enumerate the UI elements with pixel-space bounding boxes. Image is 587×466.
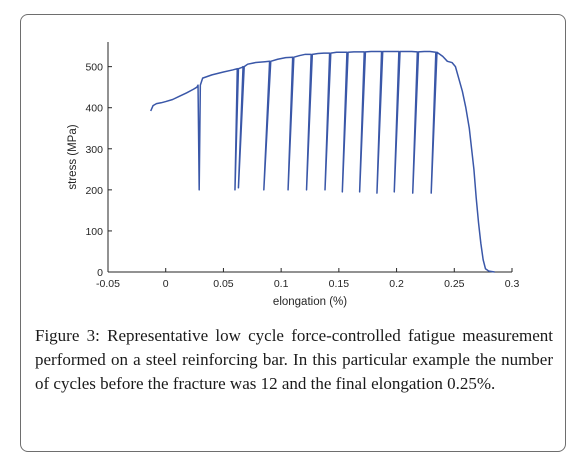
figure-caption: Figure 3: Representative low cycle force… <box>35 324 553 396</box>
y-tick-label: 500 <box>85 62 103 74</box>
x-tick-label: 0.3 <box>505 278 520 290</box>
x-tick-label: 0.15 <box>329 278 350 290</box>
x-tick-label: 0 <box>163 278 169 290</box>
y-tick-label: 400 <box>85 103 103 115</box>
axes <box>107 42 512 273</box>
y-axis-label: stress (MPa) <box>67 124 79 189</box>
stress-elongation-chart: -0.05 0 0.05 0.1 0.15 0.2 0.25 0.30100200300400… <box>67 42 519 308</box>
y-tick-label: 300 <box>85 144 103 156</box>
y-tick-label: 200 <box>85 185 103 197</box>
stress-strain-line <box>150 50 495 273</box>
ticks: -0.05 0 0.05 0.1 0.15 0.2 0.25 0.30100200300400… <box>85 62 519 290</box>
y-tick-label: 100 <box>85 226 103 238</box>
caption-label: Figure 3: <box>35 326 100 345</box>
caption-text: Representative low cycle force-controlle… <box>35 326 554 393</box>
y-tick-label: 0 <box>97 267 103 279</box>
x-tick-label: 0.25 <box>444 278 465 290</box>
x-tick-label: 0.05 <box>213 278 234 290</box>
x-tick-label: 0.2 <box>389 278 404 290</box>
x-tick-label: -0.05 <box>96 278 120 290</box>
series <box>150 50 495 273</box>
x-tick-label: 0.1 <box>274 278 289 290</box>
x-axis-label: elongation (%) <box>273 296 347 308</box>
